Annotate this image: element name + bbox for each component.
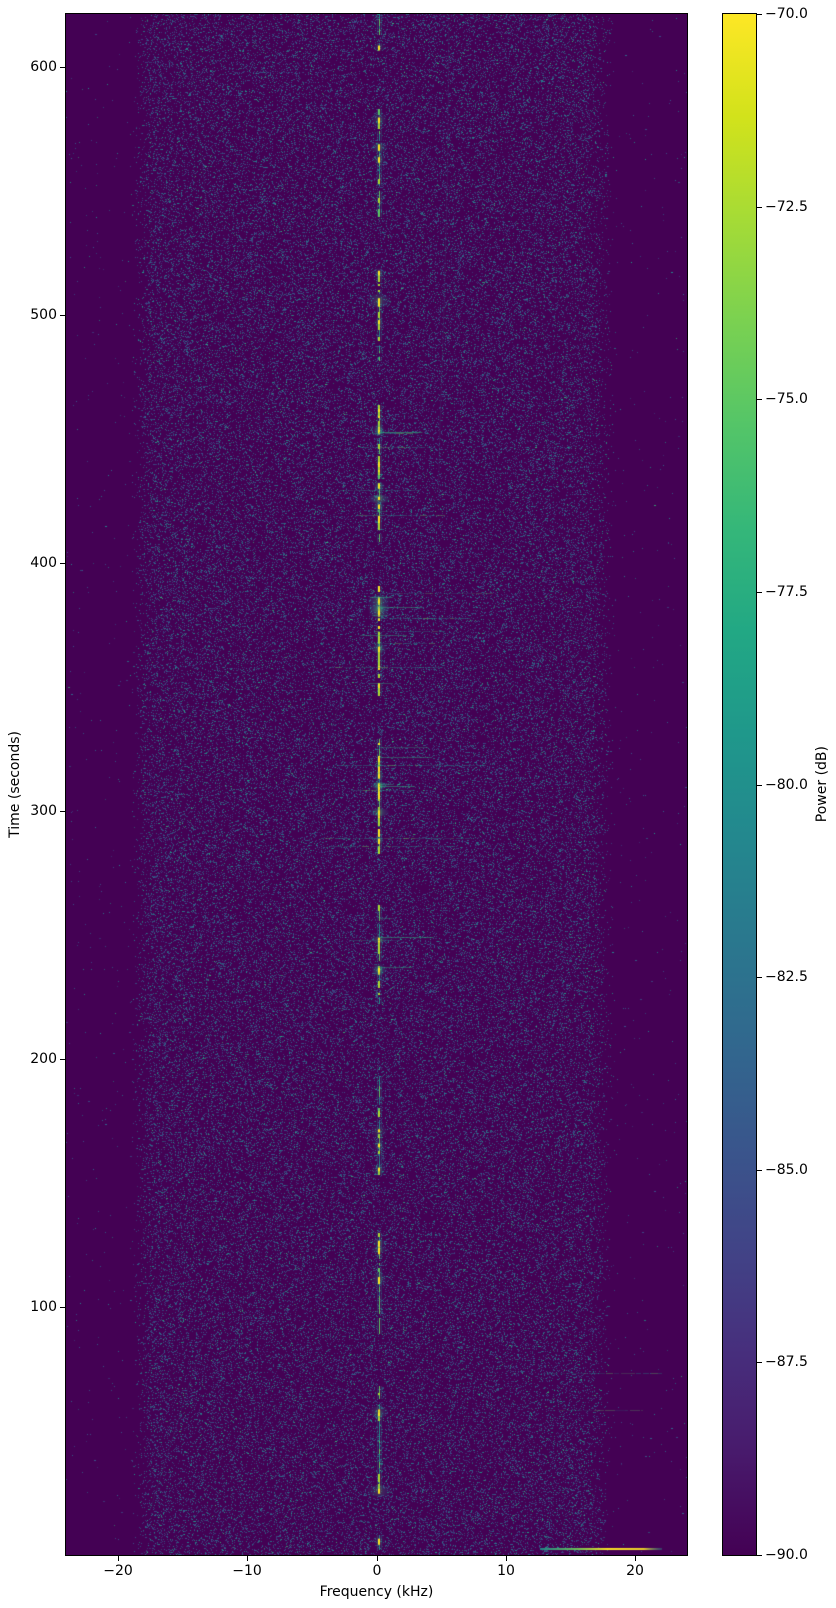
y-tick-label: 500: [30, 307, 57, 323]
colorbar-tick-mark: [757, 14, 762, 15]
colorbar-tick-label: −87.5: [765, 1354, 808, 1370]
x-tick-label: 20: [626, 1563, 644, 1579]
x-tick-mark: [118, 1556, 119, 1561]
colorbar: [722, 13, 757, 1556]
colorbar-tick-label: −85.0: [765, 1162, 808, 1178]
y-tick-label: 100: [30, 1299, 57, 1315]
colorbar-tick-label: −75.0: [765, 391, 808, 407]
colorbar-tick-mark: [757, 207, 762, 208]
x-tick-label: 10: [497, 1563, 515, 1579]
colorbar-tick-mark: [757, 399, 762, 400]
x-tick-mark: [506, 1556, 507, 1561]
colorbar-tick-label: −77.5: [765, 584, 808, 600]
x-tick-label: −20: [103, 1563, 133, 1579]
colorbar-tick-mark: [757, 977, 762, 978]
x-axis-label: Frequency (kHz): [319, 1584, 434, 1600]
y-tick-mark: [60, 1059, 65, 1060]
colorbar-tick-mark: [757, 1555, 762, 1556]
x-tick-label: 0: [372, 1563, 382, 1579]
colorbar-tick-mark: [757, 785, 762, 786]
spectrogram-image: [66, 14, 687, 1555]
x-tick-label: −10: [232, 1563, 262, 1579]
y-tick-label: 300: [30, 803, 57, 819]
y-tick-mark: [60, 563, 65, 564]
y-tick-mark: [60, 315, 65, 316]
y-axis-label-wrap: Time (seconds): [4, 704, 26, 864]
colorbar-tick-label: −80.0: [765, 777, 808, 793]
y-tick-label: 400: [30, 555, 57, 571]
y-tick-label: 600: [30, 59, 57, 75]
colorbar-label: Power (dB): [814, 745, 830, 823]
colorbar-gradient: [723, 14, 756, 1555]
y-tick-label: 200: [30, 1051, 57, 1067]
y-axis-label: Time (seconds): [7, 730, 23, 838]
colorbar-tick-mark: [757, 592, 762, 593]
colorbar-tick-label: −90.0: [765, 1547, 808, 1563]
y-tick-mark: [60, 811, 65, 812]
colorbar-tick-mark: [757, 1362, 762, 1363]
colorbar-tick-label: −70.0: [765, 6, 808, 22]
plot-frame: [65, 13, 688, 1556]
colorbar-label-wrap: Power (dB): [810, 704, 834, 864]
colorbar-tick-label: −72.5: [765, 199, 808, 215]
x-tick-mark: [247, 1556, 248, 1561]
y-tick-mark: [60, 67, 65, 68]
x-tick-mark: [377, 1556, 378, 1561]
y-tick-mark: [60, 1307, 65, 1308]
colorbar-tick-mark: [757, 1170, 762, 1171]
colorbar-tick-label: −82.5: [765, 969, 808, 985]
x-tick-mark: [635, 1556, 636, 1561]
